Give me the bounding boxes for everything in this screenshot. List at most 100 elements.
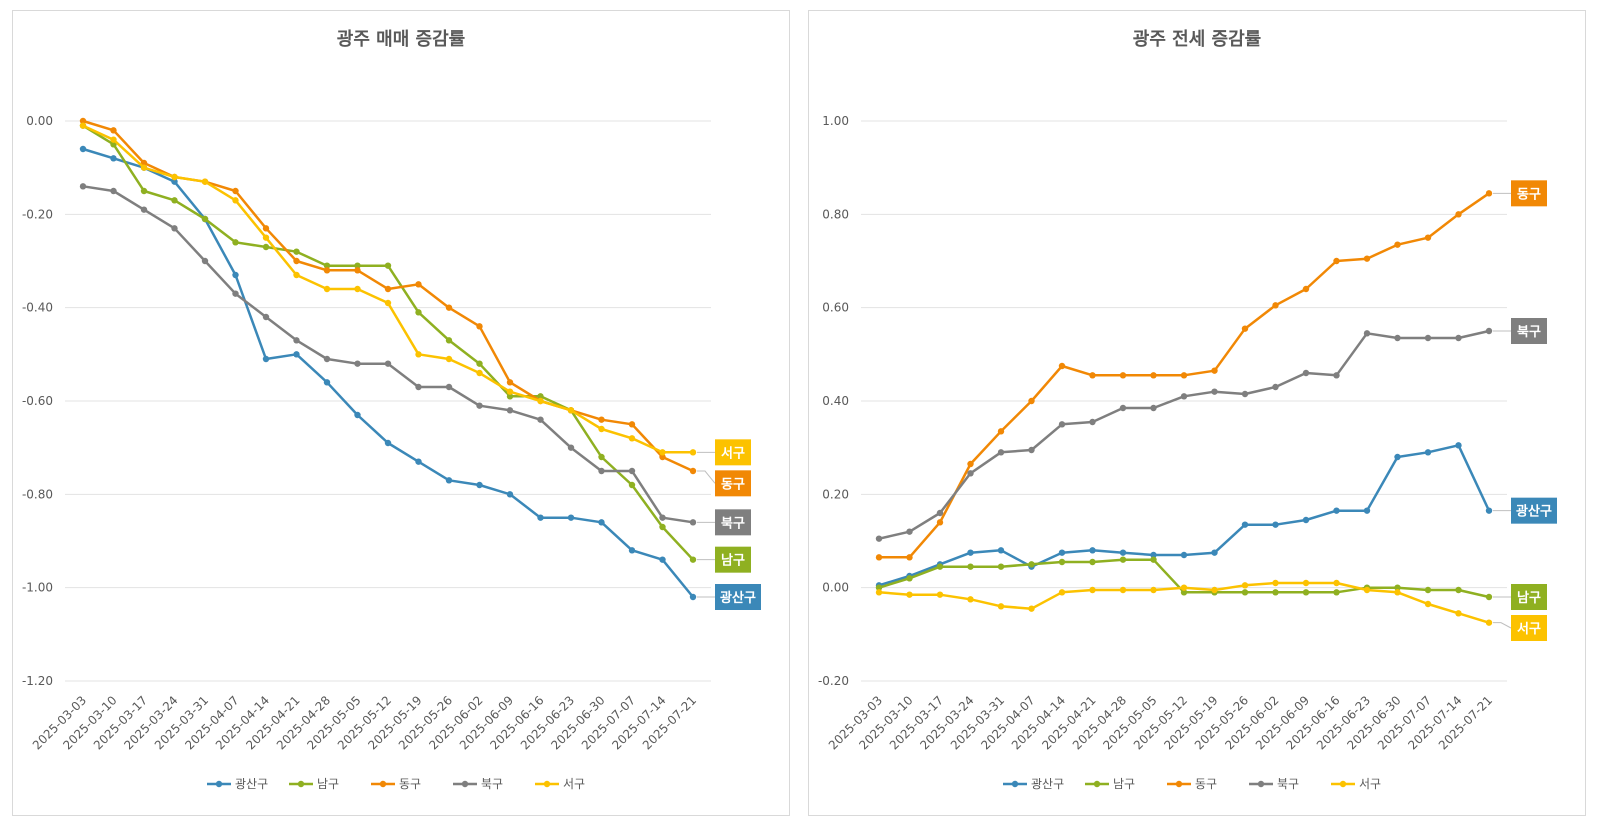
data-point [1211,388,1218,395]
end-label-box [1511,497,1557,524]
data-point [628,481,636,489]
data-point [293,337,300,344]
data-point [201,215,209,223]
chart-title: 광주 전세 증감률 [1132,29,1262,50]
data-point [689,593,697,601]
data-point [171,173,178,181]
data-point [1180,589,1188,596]
data-point [1119,556,1127,563]
data-point [1028,561,1035,568]
data-point [232,187,239,195]
data-point [1241,325,1249,332]
end-label-text: 광산구 [1516,504,1552,520]
data-point [1394,453,1401,461]
y-tick-label: 0.80 [822,207,849,221]
data-point [1089,372,1096,379]
data-point [875,535,883,542]
data-point [906,591,913,598]
data-point [997,603,1005,610]
data-point [689,519,697,526]
data-point [1302,579,1310,587]
data-point [262,234,270,241]
data-point [293,248,300,255]
data-point [354,360,361,367]
legend-marker [1093,780,1101,788]
data-point [628,547,636,554]
data-point [1058,589,1066,596]
legend-marker [1175,780,1183,788]
data-point [201,178,209,185]
data-point [1272,383,1279,391]
data-point [232,197,239,204]
legend-marker [215,780,223,788]
data-point [445,477,453,484]
data-point [323,379,331,386]
data-point [997,547,1005,554]
data-point [537,416,544,423]
data-point [1394,241,1401,248]
end-label-text: 서구 [1517,622,1541,637]
data-point [262,243,270,251]
y-tick-label: -0.80 [22,487,53,501]
data-point [1150,551,1157,559]
data-point [1028,397,1035,405]
data-point [171,178,178,185]
data-point [659,556,666,563]
data-point [628,467,636,475]
data-point [384,262,392,269]
data-point [445,304,453,311]
data-point [1272,521,1279,528]
end-label-text: 북구 [1517,325,1541,340]
data-point [1028,446,1035,454]
data-point [1455,610,1462,617]
data-point [1363,255,1371,262]
data-point [1394,589,1401,596]
data-point [476,323,483,330]
data-point [293,351,300,358]
data-point [1333,372,1340,379]
legend-label: 북구 [1277,777,1299,791]
data-point [1089,418,1096,426]
data-point [567,444,575,451]
data-point [906,575,913,582]
data-point [967,563,974,570]
data-point [1180,372,1188,379]
data-point [415,351,422,358]
data-point [659,449,666,456]
data-point [1272,589,1279,596]
data-point [506,388,514,395]
data-point [1058,421,1066,428]
end-label-text: 동구 [1517,187,1541,202]
data-point [1424,234,1432,241]
data-point [110,127,117,134]
data-point [1455,586,1462,594]
data-point [906,528,913,535]
data-point [936,591,944,598]
series-line-북구 [878,329,1490,540]
legend-marker [1257,780,1265,788]
y-tick-label: 0.00 [822,581,849,595]
data-point [140,206,148,213]
data-point [79,122,87,129]
data-point [110,155,117,162]
data-point [1180,393,1188,400]
y-tick-label: -1.00 [22,581,53,595]
end-label-text: 남구 [1517,590,1541,606]
end-label-text: 남구 [721,553,745,569]
end-label-box [1511,318,1547,344]
data-point [232,239,239,246]
data-point [354,285,361,293]
data-point [140,187,148,195]
data-point [1150,556,1157,563]
data-point [537,393,544,400]
data-point [384,439,392,447]
legend-marker [379,780,387,788]
legend-marker [1339,780,1347,788]
data-point [1272,579,1279,587]
end-label-box [1511,180,1547,207]
data-point [1424,600,1432,608]
data-point [1485,327,1493,335]
data-point [445,337,453,344]
y-tick-label: 0.20 [822,487,849,501]
data-point [1485,619,1493,626]
